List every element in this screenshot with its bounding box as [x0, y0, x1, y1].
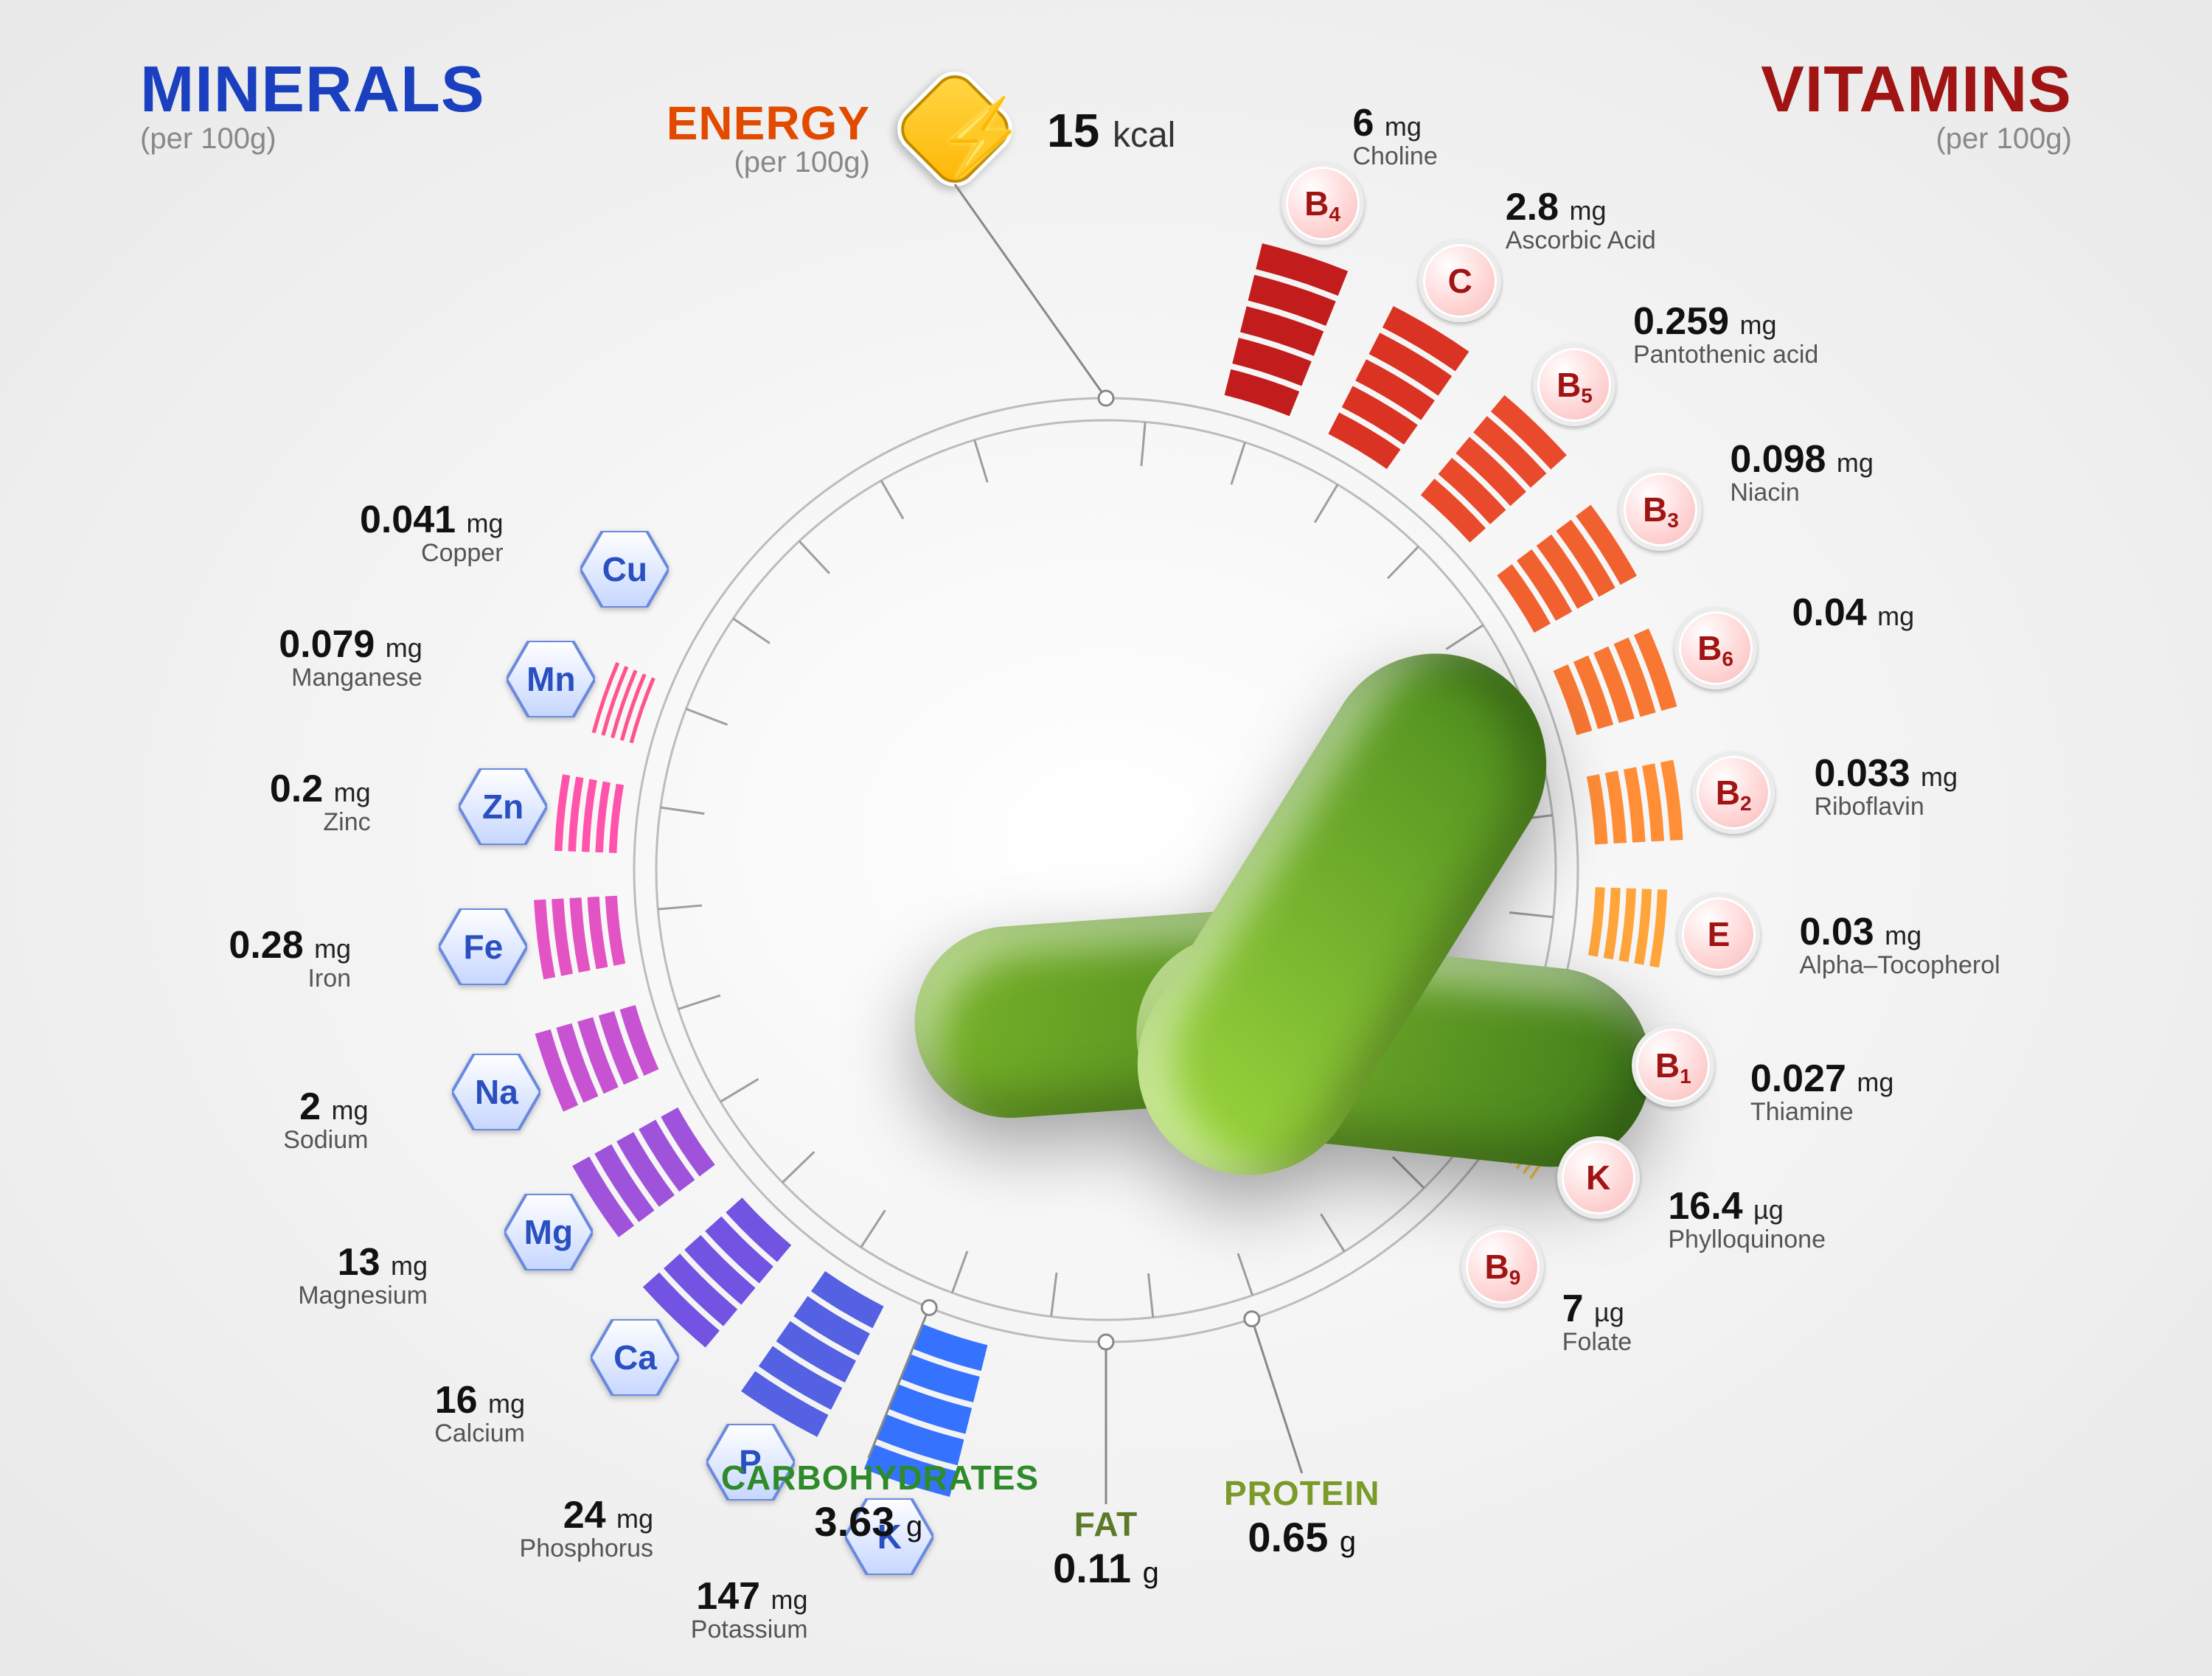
- vitamin-amount: 16.4 µg: [1668, 1184, 1978, 1228]
- mineral-name: Magnesium: [221, 1282, 428, 1310]
- vitamin-symbol: B3: [1643, 490, 1679, 529]
- mineral-label: 0.2 mg Zinc: [164, 767, 371, 837]
- vitamin-amount: 0.033 mg: [1814, 751, 2124, 796]
- vitamin-badge: E: [1677, 893, 1760, 976]
- mineral-name: Phosphorus: [447, 1534, 653, 1563]
- vitamin-symbol: C: [1448, 262, 1472, 300]
- mineral-amount: 0.041 mg: [297, 498, 504, 542]
- mineral-badge: Cu: [580, 531, 669, 608]
- vitamin-symbol: B4: [1304, 184, 1340, 223]
- macro-label: PROTEIN 0.65 g: [1155, 1473, 1450, 1561]
- vitamin-name: Riboflavin: [1814, 793, 2124, 821]
- vitamin-symbol: B6: [1697, 629, 1733, 667]
- mineral-symbol: Mn: [526, 660, 575, 698]
- vitamin-name: Alpha–Tocopherol: [1799, 951, 2109, 980]
- vitamin-amount: 0.03 mg: [1799, 910, 2109, 954]
- mineral-symbol: Ca: [613, 1338, 657, 1377]
- mineral-label: 13 mg Magnesium: [221, 1240, 428, 1310]
- mineral-name: Copper: [297, 539, 504, 568]
- vitamin-badge: B2: [1692, 751, 1775, 834]
- mineral-name: Zinc: [164, 808, 371, 837]
- macro-value: 0.65 g: [1155, 1513, 1450, 1561]
- vitamin-amount: 6 mg: [1352, 101, 1662, 145]
- vitamin-badge: B6: [1674, 607, 1757, 689]
- vitamin-label: 2.8 mg Ascorbic Acid: [1506, 185, 1815, 255]
- mineral-label: 0.079 mg Manganese: [216, 622, 422, 692]
- mineral-name: Manganese: [216, 664, 422, 692]
- mineral-label: 16 mg Calcium: [319, 1378, 525, 1448]
- vitamin-amount: 7 µg: [1562, 1287, 1872, 1331]
- mineral-amount: 2 mg: [161, 1085, 368, 1129]
- mineral-label: 2 mg Sodium: [161, 1085, 368, 1155]
- vitamin-badge: C: [1419, 240, 1501, 322]
- vitamin-symbol: E: [1708, 915, 1731, 953]
- vitamin-amount: 0.259 mg: [1633, 299, 1943, 344]
- vitamin-label: 0.098 mg Niacin: [1730, 437, 2039, 507]
- vitamin-name: Niacin: [1730, 479, 2039, 507]
- macro-name: PROTEIN: [1155, 1473, 1450, 1513]
- mineral-label: 0.041 mg Copper: [297, 498, 504, 568]
- macro-name: CARBOHYDRATES: [721, 1458, 1016, 1498]
- mineral-label: 24 mg Phosphorus: [447, 1493, 653, 1563]
- mineral-amount: 0.079 mg: [216, 622, 422, 667]
- mineral-name: Potassium: [602, 1616, 808, 1644]
- vitamin-name: Phylloquinone: [1668, 1225, 1978, 1254]
- vitamin-symbol: K: [1586, 1158, 1610, 1197]
- vitamin-amount: 0.027 mg: [1750, 1057, 2060, 1101]
- vitamin-symbol: B5: [1557, 366, 1593, 404]
- mineral-badge: Na: [452, 1054, 540, 1130]
- vitamin-label: 0.03 mg Alpha–Tocopherol: [1799, 910, 2109, 980]
- vitamin-badge: B3: [1619, 468, 1702, 551]
- vitamin-badge: K: [1557, 1136, 1640, 1219]
- mineral-name: Calcium: [319, 1419, 525, 1448]
- vitamin-name: Folate: [1562, 1328, 1872, 1357]
- vitamin-label: 0.027 mg Thiamine: [1750, 1057, 2060, 1127]
- vitamin-label: 0.033 mg Riboflavin: [1814, 751, 2124, 821]
- vitamin-label: 0.04 mg: [1792, 591, 2102, 635]
- vitamin-label: 16.4 µg Phylloquinone: [1668, 1184, 1978, 1254]
- vitamin-badge: B4: [1281, 162, 1364, 245]
- vitamin-name: Thiamine: [1750, 1098, 2060, 1127]
- vitamin-badge: B1: [1632, 1024, 1714, 1107]
- vitamin-label: 6 mg Choline: [1352, 101, 1662, 171]
- vitamin-amount: 0.04 mg: [1792, 591, 2102, 635]
- vitamin-amount: 0.098 mg: [1730, 437, 2039, 481]
- mineral-badge: Fe: [439, 908, 527, 985]
- mineral-amount: 13 mg: [221, 1240, 428, 1284]
- mineral-label: 0.28 mg Iron: [145, 923, 351, 993]
- vitamin-symbol: B2: [1716, 773, 1752, 812]
- mineral-amount: 0.2 mg: [164, 767, 371, 811]
- mineral-symbol: Na: [475, 1073, 518, 1111]
- vitamin-badge: B5: [1533, 344, 1615, 426]
- mineral-symbol: Zn: [482, 787, 524, 826]
- mineral-amount: 147 mg: [602, 1574, 808, 1618]
- vitamin-name: Pantothenic acid: [1633, 341, 1943, 369]
- mineral-symbol: Fe: [463, 928, 503, 966]
- mineral-badge: Ca: [591, 1319, 679, 1396]
- mineral-badge: Zn: [459, 768, 547, 845]
- vitamin-name: Ascorbic Acid: [1506, 226, 1815, 255]
- mineral-name: Iron: [145, 964, 351, 993]
- vitamin-label: 0.259 mg Pantothenic acid: [1633, 299, 1943, 369]
- vitamin-label: 7 µg Folate: [1562, 1287, 1872, 1357]
- vitamin-symbol: B9: [1485, 1248, 1521, 1286]
- mineral-amount: 24 mg: [447, 1493, 653, 1537]
- vitamin-symbol: B1: [1655, 1046, 1691, 1085]
- mineral-symbol: Cu: [602, 550, 647, 588]
- mineral-symbol: Mg: [524, 1213, 573, 1251]
- mineral-name: Sodium: [161, 1126, 368, 1155]
- mineral-badge: Mg: [504, 1194, 593, 1270]
- mineral-amount: 16 mg: [319, 1378, 525, 1422]
- mineral-amount: 0.28 mg: [145, 923, 351, 967]
- mineral-badge: Mn: [507, 641, 595, 717]
- vitamin-badge: B9: [1461, 1225, 1544, 1308]
- mineral-label: 147 mg Potassium: [602, 1574, 808, 1644]
- vitamin-name: Choline: [1352, 142, 1662, 171]
- vitamin-amount: 2.8 mg: [1506, 185, 1815, 229]
